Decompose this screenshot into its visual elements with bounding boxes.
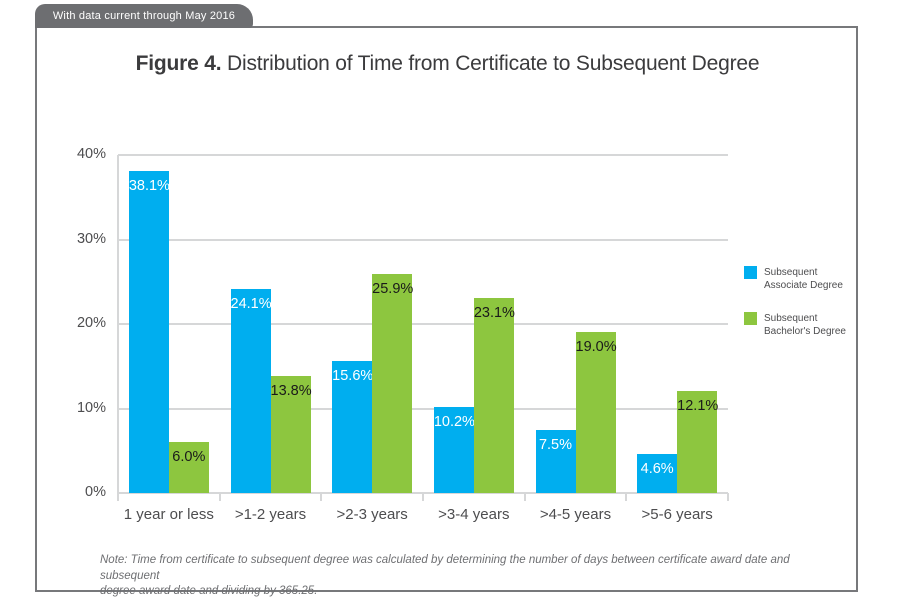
bar-value-label: 4.6% [640,461,674,478]
bar-chart-plot-area: 38.1% 6.0% 24.1% 13.8% 15.6% 25.9% 10.2% 23.1% 7… [118,154,728,494]
y-axis-tick-label-0: 0% [85,484,106,500]
bar-bachelor-4: 19.0% [575,332,617,493]
associate-degree-swatch-icon [744,266,757,279]
bar-value-label: 23.1% [473,304,515,321]
legend-associate-line1: Subsequent [764,267,818,278]
bar-value-label: 24.1% [230,296,272,313]
bar-bachelor-1: 13.8% [270,376,312,493]
x-category-label-5: >5-6 years [641,506,713,523]
bar-value-label: 38.1% [128,178,170,195]
bachelor-degree-swatch-icon [744,312,757,325]
legend-associate-line2: Associate Degree [764,280,843,291]
y-axis-tick-label-30: 30% [76,230,106,247]
bar-associate-0: 38.1% [128,171,170,493]
gridline-10 [118,407,728,410]
bar-value-label: 12.1% [677,397,719,414]
bar-value-label: 13.8% [270,383,312,400]
y-axis-tick-label-40: 40% [76,146,106,162]
x-category-label-3: >3-4 years [438,506,510,523]
bar-value-label: 15.6% [332,368,374,385]
bar-value-label: 10.2% [433,413,475,430]
x-category-label-2: >2-3 years [336,506,408,523]
x-axis-tick [219,493,221,501]
x-axis-tick [320,493,322,501]
bar-bachelor-0: 6.0% [168,442,209,493]
note-line2: degree award date and dividing by 365.25… [100,585,318,598]
figure-note: Note: Time from certificate to subsequen… [100,553,810,600]
bar-associate-3: 10.2% [433,406,475,493]
data-currency-label: With data current through May 2016 [52,10,236,22]
legend-label-associate: Subsequent Associate Degree [764,266,843,292]
bar-associate-5: 4.6% [637,454,678,493]
legend-bachelor-line2: Bachelor's Degree [764,326,846,337]
bar-bachelor-3: 23.1% [473,297,515,493]
x-axis-tick [524,493,526,501]
note-line1: Note: Time from certificate to subsequen… [100,554,790,582]
figure-title-text: Distribution of Time from Certificate to… [221,52,760,75]
bar-associate-4: 7.5% [535,429,576,493]
y-axis-line [117,155,119,500]
x-axis-tick [422,493,424,501]
bar-value-label: 19.0% [575,339,617,356]
x-category-label-1: >1-2 years [234,506,307,523]
legend-label-bachelor: Subsequent Bachelor's Degree [764,312,846,338]
page-border [35,26,858,592]
figure-number: Figure 4. [135,52,222,75]
x-category-label-4: >4-5 years [539,506,612,523]
x-axis-tick [117,493,119,501]
legend-item-associate: Subsequent Associate Degree [744,266,843,292]
data-currency-tab: With data current through May 2016 [35,4,253,28]
bar-value-label: 25.9% [372,281,414,298]
y-axis-tick-label-20: 20% [76,315,106,331]
y-axis-tick-label-10: 10% [76,399,106,416]
bar-bachelor-5: 12.1% [677,390,719,493]
gridline-20 [118,323,728,325]
gridline-40 [118,154,728,156]
x-category-label-0: 1 year or less [123,506,214,523]
bar-bachelor-2: 25.9% [372,274,414,493]
bar-value-label: 7.5% [538,436,573,453]
bar-associate-2: 15.6% [332,361,374,493]
gridline-30 [118,238,728,241]
x-axis-tick [727,493,729,501]
legend-bachelor-line1: Subsequent [764,313,818,324]
bar-value-label: 6.0% [172,449,206,466]
x-axis-tick [625,493,627,501]
legend-item-bachelor: Subsequent Bachelor's Degree [744,312,846,338]
figure-title: Figure 4. Distribution of Time from Cert… [37,52,858,76]
bar-associate-1: 24.1% [230,289,272,493]
